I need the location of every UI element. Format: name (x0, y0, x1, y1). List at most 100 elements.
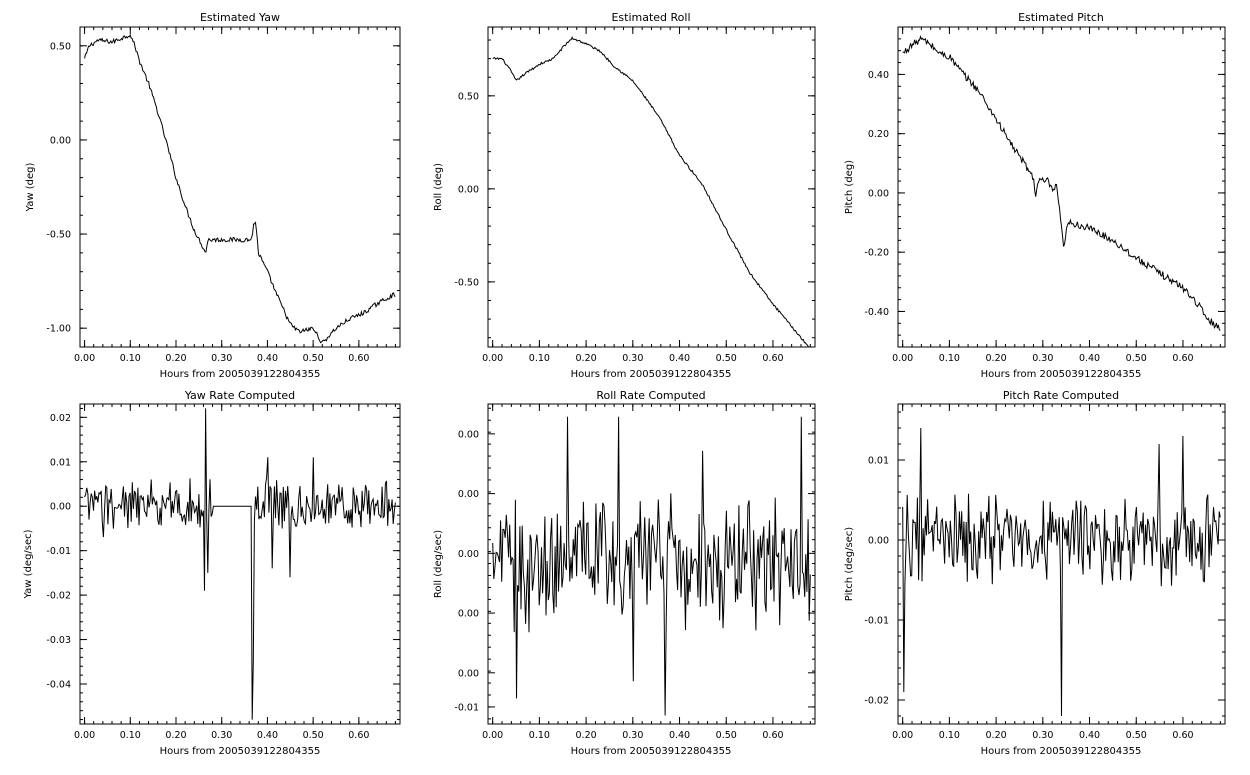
y-tick-label: -1.00 (46, 324, 71, 335)
x-axis-label: Hours from 2005039122804355 (160, 369, 321, 380)
y-tick-label: 0.00 (458, 549, 479, 560)
x-axis-label: Hours from 2005039122804355 (571, 369, 732, 380)
y-tick-label: -0.04 (46, 680, 71, 691)
panel-estimated-yaw: Estimated Yaw Hours from 200503912280435… (25, 11, 401, 380)
x-tick-label: 0.60 (348, 730, 369, 741)
y-tick-label: -0.40 (864, 307, 889, 318)
plot-frame (79, 403, 401, 725)
x-tick-label: 0.20 (986, 730, 1007, 741)
data-series-line (84, 408, 396, 720)
x-tick-label: 0.50 (716, 730, 737, 741)
plot-frame (487, 403, 816, 725)
panel-roll-rate: Roll Rate Computed Hours from 2005039122… (433, 389, 816, 757)
y-axis-label: Yaw (deg) (25, 162, 36, 212)
x-tick-label: 0.10 (939, 353, 960, 364)
x-tick-label: 0.40 (257, 353, 278, 364)
plot-frame (79, 26, 401, 348)
x-tick-label: 0.20 (986, 353, 1007, 364)
y-tick-label: -0.20 (864, 248, 889, 259)
y-axis-label: Yaw (deg/sec) (23, 529, 34, 599)
data-series-line (902, 427, 1221, 717)
y-axis-label: Pitch (deg/sec) (844, 527, 855, 602)
x-axis-label: Hours from 2005039122804355 (981, 746, 1142, 757)
x-tick-label: 0.50 (716, 353, 737, 364)
y-tick-label: 0.50 (458, 91, 479, 102)
y-tick-label: 0.00 (458, 489, 479, 500)
y-tick-label: 0.02 (50, 413, 71, 424)
panel-estimated-pitch: Estimated Pitch Hours from 2005039122804… (844, 11, 1226, 380)
x-tick-label: 0.50 (303, 353, 324, 364)
y-tick-label: -0.50 (454, 277, 479, 288)
x-tick-label: 0.10 (120, 730, 141, 741)
chart-title: Estimated Roll (611, 11, 690, 24)
y-tick-label: -0.02 (864, 696, 889, 707)
x-tick-label: 0.40 (1079, 353, 1100, 364)
x-tick-label: 0.50 (303, 730, 324, 741)
y-tick-label: 0.50 (50, 41, 71, 52)
x-tick-label: 0.60 (762, 353, 783, 364)
data-series-line (492, 36, 810, 347)
x-tick-label: 0.50 (1126, 353, 1147, 364)
x-tick-label: 0.00 (482, 730, 503, 741)
x-tick-label: 0.00 (74, 353, 95, 364)
x-axis-label: Hours from 2005039122804355 (571, 746, 732, 757)
y-tick-label: 0.01 (868, 456, 889, 467)
y-axis-label: Roll (deg/sec) (433, 530, 444, 598)
x-tick-label: 0.00 (892, 730, 913, 741)
y-axis-label: Roll (deg) (433, 163, 444, 211)
y-tick-label: -0.50 (46, 230, 71, 241)
x-tick-label: 0.30 (622, 353, 643, 364)
x-tick-label: 0.20 (576, 730, 597, 741)
x-tick-label: 0.30 (211, 353, 232, 364)
x-tick-label: 0.10 (120, 353, 141, 364)
plot-frame (487, 26, 816, 348)
x-tick-label: 0.30 (211, 730, 232, 741)
x-tick-label: 0.40 (1079, 730, 1100, 741)
x-tick-label: 0.60 (762, 730, 783, 741)
y-tick-label: -0.02 (46, 591, 71, 602)
x-tick-label: 0.10 (939, 730, 960, 741)
x-axis-label: Hours from 2005039122804355 (981, 369, 1142, 380)
y-tick-label: 0.01 (50, 457, 71, 468)
x-tick-label: 0.20 (165, 730, 186, 741)
chart-title: Estimated Yaw (200, 11, 280, 24)
y-tick-label: 0.00 (50, 135, 71, 146)
x-tick-label: 0.50 (1126, 730, 1147, 741)
x-tick-label: 0.30 (1032, 353, 1053, 364)
y-tick-label: 0.20 (868, 129, 889, 140)
y-tick-label: 0.00 (458, 609, 479, 620)
x-tick-label: 0.30 (1032, 730, 1053, 741)
data-series-line (84, 33, 396, 344)
plot-frame (897, 26, 1226, 348)
panel-yaw-rate: Yaw Rate Computed Hours from 20050391228… (23, 389, 401, 757)
x-tick-label: 0.20 (165, 353, 186, 364)
y-tick-label: 0.00 (458, 429, 479, 440)
chart-title: Roll Rate Computed (596, 389, 705, 402)
x-tick-label: 0.40 (257, 730, 278, 741)
y-tick-label: -0.01 (454, 702, 479, 713)
y-tick-label: 0.00 (50, 502, 71, 513)
y-tick-label: -0.01 (864, 616, 889, 627)
y-tick-label: -0.03 (46, 635, 71, 646)
y-tick-label: -0.01 (46, 546, 71, 557)
x-tick-label: 0.10 (529, 353, 550, 364)
x-tick-label: 0.30 (622, 730, 643, 741)
y-tick-label: 0.00 (868, 188, 889, 199)
x-tick-label: 0.60 (1172, 730, 1193, 741)
panel-estimated-roll: Estimated Roll Hours from 20050391228043… (433, 11, 816, 380)
y-tick-label: 0.00 (868, 536, 889, 547)
chart-title: Pitch Rate Computed (1003, 389, 1119, 402)
panel-pitch-rate: Pitch Rate Computed Hours from 200503912… (844, 389, 1226, 757)
x-tick-label: 0.00 (892, 353, 913, 364)
y-tick-label: 0.00 (458, 668, 479, 679)
data-series-line (902, 34, 1221, 331)
x-tick-label: 0.60 (1172, 353, 1193, 364)
x-tick-label: 0.00 (482, 353, 503, 364)
chart-title: Yaw Rate Computed (184, 389, 295, 402)
x-tick-label: 0.60 (348, 353, 369, 364)
y-tick-label: 0.00 (458, 184, 479, 195)
y-tick-label: 0.40 (868, 70, 889, 81)
x-tick-label: 0.40 (669, 730, 690, 741)
data-series-line (492, 416, 811, 716)
